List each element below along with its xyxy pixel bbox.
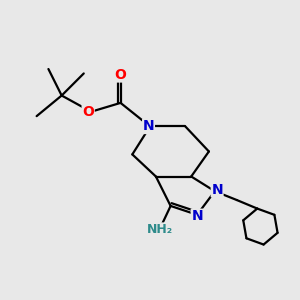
Text: NH₂: NH₂ — [147, 223, 173, 236]
Text: O: O — [82, 105, 94, 119]
Text: O: O — [115, 68, 127, 82]
Text: N: N — [191, 209, 203, 223]
Text: N: N — [143, 119, 154, 134]
Text: N: N — [211, 183, 223, 197]
